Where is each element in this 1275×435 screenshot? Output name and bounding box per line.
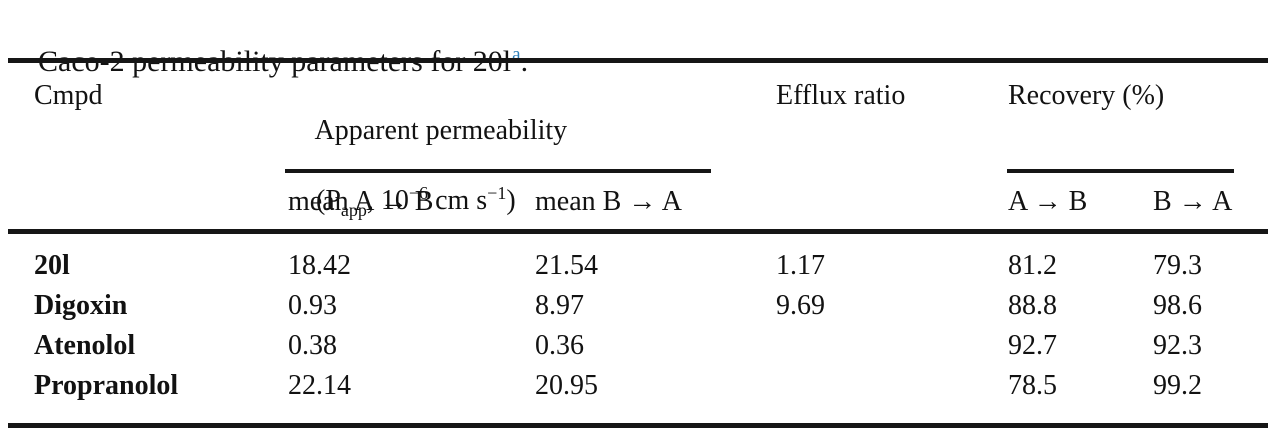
papp-exponent-1: −6 xyxy=(408,183,429,203)
papp-mean-a-to-b-value: 0.93 xyxy=(288,290,337,321)
column-header-recovery: Recovery (%) xyxy=(1008,80,1165,111)
papp-mean-b-to-a-value: 21.54 xyxy=(535,250,598,281)
apparent-permeability-spanner-rule xyxy=(285,169,711,173)
recovery-a-to-b-value: 92.7 xyxy=(1008,330,1057,361)
column-header-apparent-permeability: Apparent permeability (Papp, 10−6 cm s−1… xyxy=(288,78,567,256)
papp-mean-a-to-b-value: 22.14 xyxy=(288,370,351,401)
recovery-b-to-a-value: 92.3 xyxy=(1153,330,1202,361)
recovery-b-to-a-value: 79.3 xyxy=(1153,250,1202,281)
table-bottom-rule xyxy=(8,423,1268,428)
footnote-marker-link[interactable]: a xyxy=(512,44,521,65)
subheader-recovery-b-to-a: B → A xyxy=(1153,186,1233,217)
cmpd-name: Digoxin xyxy=(34,290,128,321)
papp-mean-a-to-b-value: 0.38 xyxy=(288,330,337,361)
papp-mean-b-to-a-value: 20.95 xyxy=(535,370,598,401)
subheader-recovery-a-to-b: A → B xyxy=(1008,186,1088,217)
recovery-a-to-b-value: 88.8 xyxy=(1008,290,1057,321)
table-row-20l: 20l 18.42 21.54 1.17 81.2 79.3 xyxy=(0,246,1275,286)
apparent-permeability-title: Apparent permeability xyxy=(314,115,568,146)
papp-mean-b-to-a-value: 8.97 xyxy=(535,290,584,321)
papp-unit-open: (P xyxy=(316,185,341,216)
header-bottom-rule xyxy=(8,229,1268,234)
table-top-rule xyxy=(8,58,1268,63)
recovery-a-to-b-value: 81.2 xyxy=(1008,250,1057,281)
cmpd-name: Atenolol xyxy=(34,330,136,361)
recovery-a-to-b-value: 78.5 xyxy=(1008,370,1057,401)
column-header-efflux-ratio: Efflux ratio xyxy=(776,80,906,111)
table-row-atenolol: Atenolol 0.38 0.36 92.7 92.3 xyxy=(0,326,1275,366)
papp-exponent-2: −1 xyxy=(487,183,507,203)
papp-unit-mid: , 10 xyxy=(366,185,409,216)
subheader-papp-mean-b-to-a: mean B → A xyxy=(535,186,682,217)
papp-unit-close: ) xyxy=(506,185,516,216)
efflux-ratio-value: 1.17 xyxy=(776,250,825,281)
table-row-propranolol: Propranolol 22.14 20.95 78.5 99.2 xyxy=(0,366,1275,406)
recovery-b-to-a-value: 98.6 xyxy=(1153,290,1202,321)
papp-mean-a-to-b-value: 18.42 xyxy=(288,250,351,281)
papp-unit-cm-s: cm s xyxy=(428,185,488,216)
column-header-cmpd: Cmpd xyxy=(34,80,103,111)
cmpd-name: 20l xyxy=(34,250,70,281)
papp-mean-b-to-a-value: 0.36 xyxy=(535,330,584,361)
papp-subscript: app xyxy=(340,200,367,220)
recovery-b-to-a-value: 99.2 xyxy=(1153,370,1202,401)
subheader-papp-mean-a-to-b: mean A → B xyxy=(288,186,434,217)
cmpd-name: Propranolol xyxy=(34,370,179,401)
table-row-digoxin: Digoxin 0.93 8.97 9.69 88.8 98.6 xyxy=(0,286,1275,326)
efflux-ratio-value: 9.69 xyxy=(776,290,825,321)
recovery-spanner-rule xyxy=(1007,169,1234,173)
